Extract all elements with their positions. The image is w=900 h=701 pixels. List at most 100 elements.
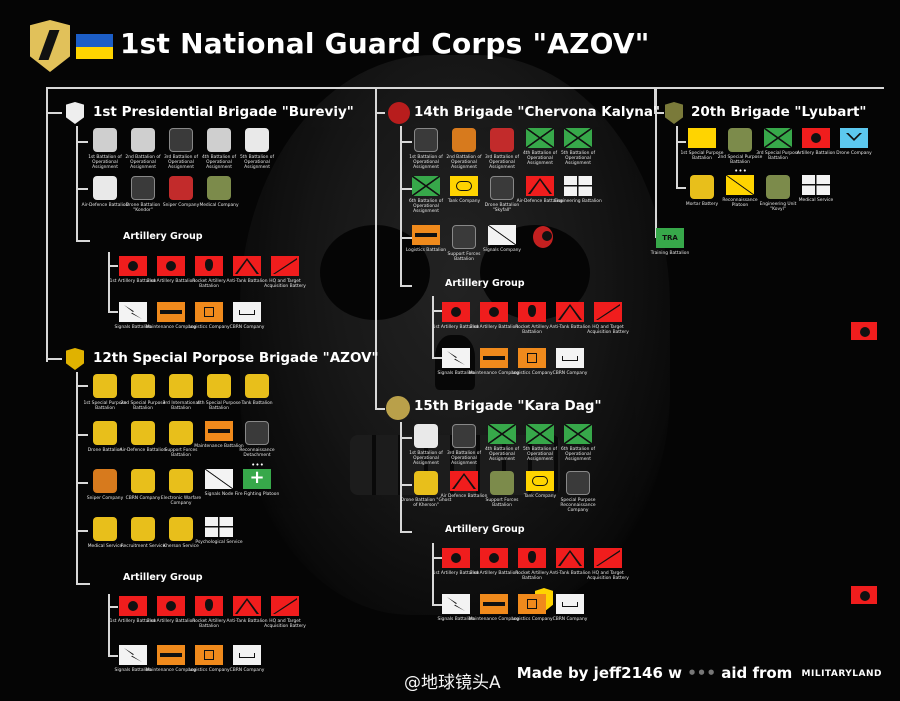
unit: 1st Battalion of Operational Assignment (79, 128, 131, 171)
unit-label: Signals Battalion (437, 371, 475, 376)
unit-label: 1st Special Purpose Battalion (680, 151, 724, 162)
unit-symbol-icon (480, 594, 508, 614)
unit-label: Reconnaissance Detachment (239, 448, 275, 459)
unit-symbol-icon (450, 471, 478, 491)
unit: Rocket Artillery Battalion (506, 302, 558, 335)
unit: Recruitment Service (117, 517, 169, 549)
azov-emblem-icon (66, 348, 84, 370)
unit-label: Rocket Artillery Battalion (515, 325, 549, 336)
credits: Made by jeff2146 w ••• aid from MILITARY… (516, 664, 882, 682)
connector-line (76, 482, 88, 484)
unit-symbol-icon (566, 471, 590, 495)
unit-label: Signals Node (204, 492, 234, 497)
unit-symbol-icon (93, 517, 117, 541)
connector-line (400, 126, 402, 286)
unit: CBRN Company (221, 302, 273, 330)
connector-line (375, 408, 385, 410)
unit-label: 1st Artillery Battalion (109, 619, 157, 624)
connector-line (76, 385, 88, 387)
unit: Drone Battalion (79, 421, 131, 453)
unit-symbol-icon (233, 645, 261, 665)
unit-label: 4th Special Purpose Battalion (197, 401, 241, 412)
unit-label: Engineering Unit "Kovyl" (759, 202, 797, 213)
unit-symbol-icon (131, 469, 155, 493)
unit-symbol-icon (169, 128, 193, 152)
connector-line (76, 434, 88, 436)
unit-label: 3rd Special Purpose Battalion (756, 151, 800, 162)
unit-symbol-icon (169, 374, 193, 398)
unit-label: Support Forces Battalion (485, 498, 519, 509)
connector-line (432, 543, 434, 605)
unit-symbol-icon (518, 302, 546, 322)
unit: Drone Battalion "Kondor" (117, 176, 169, 213)
unit: Electronic Warfare Company (155, 469, 207, 506)
unit-symbol-icon (490, 471, 514, 495)
militaryland-logo: MILITARYLAND (801, 668, 882, 679)
unit-label: HQ and Target Acquisition Battery (264, 279, 306, 290)
unit: Sniper Company (155, 176, 207, 208)
unit: Logistics Battalion (400, 225, 452, 253)
connector-line (432, 310, 442, 312)
unit-label: HQ and Target Acquisition Battery (264, 619, 306, 630)
unit-symbol-icon (594, 302, 622, 322)
unit-label: 1st Artillery Battalion (432, 325, 480, 330)
unit-label: Fire Fighting Platoon (234, 492, 280, 497)
unit-symbol-icon (490, 128, 514, 152)
unit-symbol-icon (119, 596, 147, 616)
unit-symbol-icon (594, 548, 622, 568)
unit-label: 1st Special Purpose Battalion (83, 401, 127, 412)
unit-symbol-icon (157, 645, 185, 665)
unit-symbol-icon (450, 176, 478, 196)
unit: Medical Company (193, 176, 245, 208)
connector-line (432, 296, 434, 358)
unit: Engineering Unit "Kovyl" (752, 175, 804, 212)
unit-label: Rocket Artillery Battalion (192, 279, 226, 290)
unit-label: Maintenance Company (468, 371, 520, 376)
unit-symbol-icon (414, 128, 438, 152)
connector-line (400, 141, 412, 143)
unit-symbol-icon (526, 176, 554, 196)
unit: Maintenance Battalion (193, 421, 245, 449)
unit-symbol-icon (442, 348, 470, 368)
unit-symbol-icon (119, 256, 147, 276)
unit-symbol-icon (526, 471, 554, 491)
unit-symbol-icon (452, 424, 476, 448)
unit: Maintenance Company (145, 302, 197, 330)
unit-symbol-icon (131, 176, 155, 200)
connector-line (375, 87, 377, 410)
unit-symbol-icon (93, 421, 117, 445)
unit: CBRN Company (221, 645, 273, 673)
unit-symbol-icon (271, 596, 299, 616)
connector-line (400, 437, 412, 439)
unit: Air-Defence Battalion (514, 176, 566, 204)
unit: Medical Service (790, 175, 842, 203)
unit-symbol-icon (526, 424, 554, 444)
unit: Drone Battalion "Ghost of Kherson" (400, 471, 452, 508)
unit-symbol-icon (243, 461, 271, 489)
unit-symbol-icon: TRA (656, 228, 684, 248)
unit: Rocket Artillery Battalion (183, 256, 235, 289)
unit-label: Medical Service (798, 198, 834, 203)
unit-symbol-icon (766, 175, 790, 199)
connector-line (76, 372, 78, 584)
unit-label: Recruitment Service (120, 544, 166, 549)
unit-label: 1st Battalion of Operational Assignment (88, 155, 122, 171)
unit: 1st Artillery Battalion (430, 548, 482, 576)
unit-symbol-icon (442, 302, 470, 322)
unit-label: Artillery Battalion (796, 151, 836, 156)
unit: TRA Training Battalion (644, 228, 696, 256)
unit-label: HQ and Target Acquisition Battery (587, 571, 629, 582)
connector-line (654, 112, 664, 114)
unit: Logistics Company (183, 645, 235, 673)
unit-symbol-icon (207, 374, 231, 398)
unit-symbol-icon (556, 548, 584, 568)
kalyna-emblem-icon (388, 102, 410, 124)
unit-label: Tank Company (447, 199, 481, 204)
connector-line (108, 594, 110, 656)
unit-symbol-icon (490, 176, 514, 200)
unit-symbol-icon (233, 256, 261, 276)
unit-symbol-icon (233, 596, 261, 616)
unit-symbol-icon (728, 128, 752, 152)
unit-label: Sniper Company (162, 203, 200, 208)
unit-symbol-icon (802, 128, 830, 148)
